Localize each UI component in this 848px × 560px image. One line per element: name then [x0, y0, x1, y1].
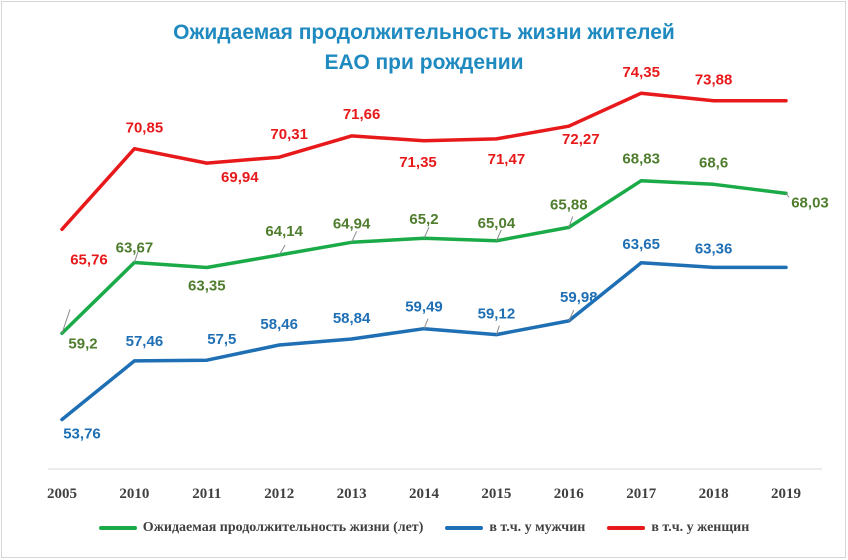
- data-point-women: [277, 155, 281, 159]
- data-point-women: [132, 147, 136, 151]
- x-tick-label: 2012: [264, 486, 294, 502]
- data-label-men: 59,12: [478, 306, 516, 323]
- x-tick-label: 2005: [47, 486, 77, 502]
- data-label-leader: [423, 227, 430, 239]
- legend-item-total: Ожидаемая продолжительность жизни (лет): [98, 520, 424, 536]
- data-label-women: 70,85: [126, 120, 164, 137]
- data-label-total: 68,03: [791, 194, 829, 211]
- data-label-women: 73,88: [695, 72, 733, 89]
- data-label-men: 57,46: [126, 333, 164, 350]
- data-point-men: [784, 265, 788, 269]
- data-label-women: 65,76: [70, 251, 108, 268]
- legend-swatch-women: [607, 526, 646, 530]
- x-tick-label: 2014: [409, 486, 440, 502]
- data-point-total: [205, 266, 209, 270]
- data-label-leader: [351, 231, 358, 243]
- data-label-leader: [495, 229, 502, 241]
- chart-title: Ожидаемая продолжительность жизни жителе…: [0, 18, 848, 78]
- data-point-men: [639, 261, 643, 265]
- data-point-total: [639, 179, 643, 183]
- x-tick-label: 2018: [699, 486, 729, 502]
- data-point-women: [350, 134, 354, 138]
- data-point-women: [712, 99, 716, 103]
- data-label-leader: [568, 216, 574, 228]
- data-label-women: 71,47: [488, 151, 526, 168]
- data-label-women: 72,27: [562, 131, 600, 148]
- legend-label-women: в т.ч. у женщин: [651, 520, 750, 535]
- x-tick-label: 2016: [554, 486, 585, 502]
- data-point-women: [494, 137, 498, 141]
- data-point-men: [350, 337, 354, 341]
- data-point-women: [567, 124, 571, 128]
- data-label-men: 57,5: [207, 331, 236, 348]
- data-point-total: [712, 182, 716, 186]
- legend-swatch-total: [98, 526, 137, 530]
- data-label-total: 59,2: [68, 335, 97, 352]
- data-point-women: [422, 139, 426, 143]
- data-label-total: 65,04: [478, 215, 516, 232]
- data-label-women: 74,35: [622, 64, 660, 81]
- data-point-women: [205, 161, 209, 165]
- data-label-women: 71,35: [399, 154, 437, 171]
- data-point-women: [639, 91, 643, 95]
- x-tick-label: 2011: [192, 486, 221, 502]
- data-label-leader: [568, 309, 575, 322]
- data-label-men: 58,46: [260, 316, 298, 333]
- data-point-men: [205, 358, 209, 362]
- data-point-men: [60, 418, 64, 422]
- data-point-men: [132, 359, 136, 363]
- legend-label-men: в т.ч. у мужчин: [489, 520, 586, 535]
- data-label-leader: [278, 244, 286, 256]
- data-point-women: [784, 99, 788, 103]
- data-label-total: 63,67: [116, 239, 154, 256]
- data-label-total: 65,88: [550, 196, 588, 213]
- data-label-men: 63,36: [695, 240, 733, 257]
- legend-label-total: Ожидаемая продолжительность жизни (лет): [142, 520, 424, 535]
- data-point-women: [60, 227, 64, 231]
- data-label-total: 64,14: [265, 223, 303, 240]
- legend-item-men: в т.ч. у мужчин: [445, 520, 585, 536]
- data-label-men: 59,98: [560, 289, 598, 306]
- data-label-men: 63,65: [622, 236, 660, 253]
- data-label-total: 68,6: [699, 154, 728, 171]
- series-line-men: [60, 261, 788, 422]
- data-label-leader: [61, 309, 71, 334]
- data-label-men: 59,49: [405, 299, 443, 316]
- data-point-men: [277, 343, 281, 347]
- x-tick-label: 2013: [337, 486, 367, 502]
- data-label-total: 65,2: [409, 211, 438, 228]
- legend: Ожидаемая продолжительность жизни (лет) …: [0, 516, 848, 540]
- chart-title-line-2: ЕАО при рождении: [324, 51, 524, 74]
- data-label-women: 70,31: [270, 126, 308, 143]
- x-tick-label: 2010: [119, 486, 149, 502]
- data-label-men: 53,76: [63, 426, 101, 443]
- data-label-men: 58,84: [333, 310, 371, 327]
- x-tick-label: 2019: [771, 486, 801, 502]
- data-label-leader: [423, 318, 429, 329]
- data-label-total: 68,83: [622, 151, 660, 168]
- data-label-women: 69,94: [221, 169, 259, 186]
- data-label-leader: [133, 250, 139, 263]
- data-label-women: 71,66: [343, 106, 381, 123]
- data-label-total: 63,35: [188, 278, 226, 295]
- data-point-men: [712, 265, 716, 269]
- legend-item-women: в т.ч. у женщин: [607, 520, 749, 536]
- x-tick-label: 2017: [626, 486, 657, 502]
- data-label-leader: [495, 325, 500, 335]
- data-label-leader: [785, 193, 790, 198]
- x-tick-label: 2015: [481, 486, 511, 502]
- data-label-total: 64,94: [333, 215, 371, 232]
- legend-swatch-men: [445, 526, 484, 530]
- chart-title-line-1: Ожидаемая продолжительность жизни жителе…: [173, 21, 675, 44]
